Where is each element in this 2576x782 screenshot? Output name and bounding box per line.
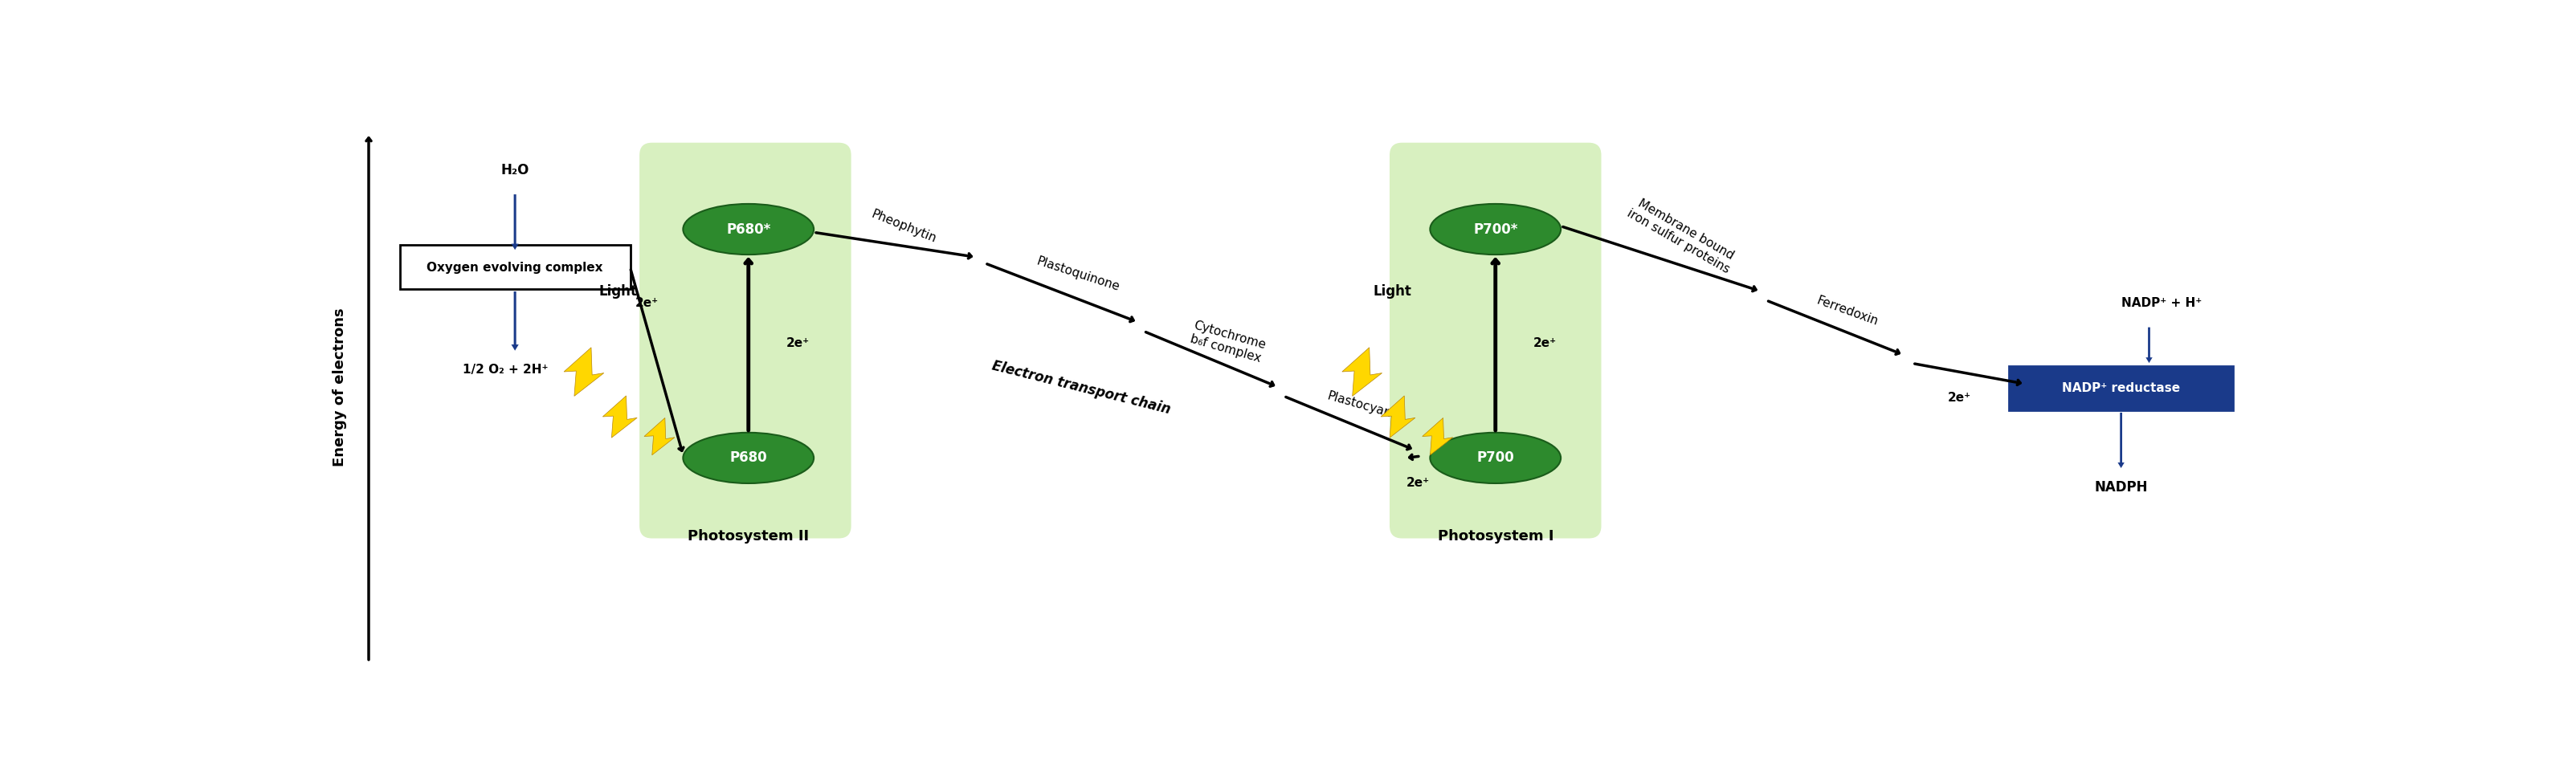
Text: Ferredoxin: Ferredoxin [1814, 295, 1880, 328]
Text: Membrane bound
iron sulfur proteins: Membrane bound iron sulfur proteins [1625, 195, 1739, 276]
Text: P680*: P680* [726, 222, 770, 236]
Text: NADP⁺ + H⁺: NADP⁺ + H⁺ [2120, 297, 2202, 310]
Text: Light: Light [1373, 284, 1412, 298]
Text: NADP⁺ reductase: NADP⁺ reductase [2061, 382, 2179, 394]
FancyBboxPatch shape [399, 245, 631, 289]
Text: Oxygen evolving complex: Oxygen evolving complex [428, 261, 603, 274]
Text: Pheophytin: Pheophytin [871, 208, 938, 245]
Text: Light: Light [598, 284, 636, 298]
Text: 2e⁺: 2e⁺ [786, 338, 809, 350]
Text: 2e⁺: 2e⁺ [636, 297, 659, 310]
Text: 1/2 O₂ + 2H⁺: 1/2 O₂ + 2H⁺ [464, 364, 549, 375]
Polygon shape [564, 347, 603, 396]
Text: P680: P680 [729, 450, 768, 465]
Polygon shape [1381, 396, 1414, 438]
Text: P700*: P700* [1473, 222, 1517, 236]
FancyBboxPatch shape [2009, 366, 2233, 411]
Text: Plastoquinone: Plastoquinone [1036, 255, 1121, 293]
Polygon shape [603, 396, 636, 438]
Text: Plastocyanin: Plastocyanin [1327, 390, 1404, 423]
Text: 2e⁺: 2e⁺ [1533, 338, 1556, 350]
Text: Photosystem I: Photosystem I [1437, 529, 1553, 543]
Text: Cytochrome
b₆f complex: Cytochrome b₆f complex [1188, 320, 1267, 365]
Polygon shape [1422, 418, 1453, 455]
Text: Photosystem II: Photosystem II [688, 529, 809, 543]
Text: P700: P700 [1476, 450, 1515, 465]
Ellipse shape [683, 432, 814, 483]
Text: 2e⁺: 2e⁺ [1947, 392, 1971, 404]
Text: Electron transport chain: Electron transport chain [992, 359, 1172, 418]
FancyBboxPatch shape [639, 142, 850, 538]
Polygon shape [644, 418, 675, 455]
Text: 2e⁺: 2e⁺ [1406, 477, 1430, 489]
Ellipse shape [1430, 204, 1561, 255]
Text: Energy of electrons: Energy of electrons [332, 307, 348, 466]
Text: H₂O: H₂O [500, 163, 528, 178]
Ellipse shape [683, 204, 814, 255]
FancyBboxPatch shape [1388, 142, 1602, 538]
Polygon shape [1342, 347, 1383, 396]
Ellipse shape [1430, 432, 1561, 483]
Text: NADPH: NADPH [2094, 480, 2148, 494]
